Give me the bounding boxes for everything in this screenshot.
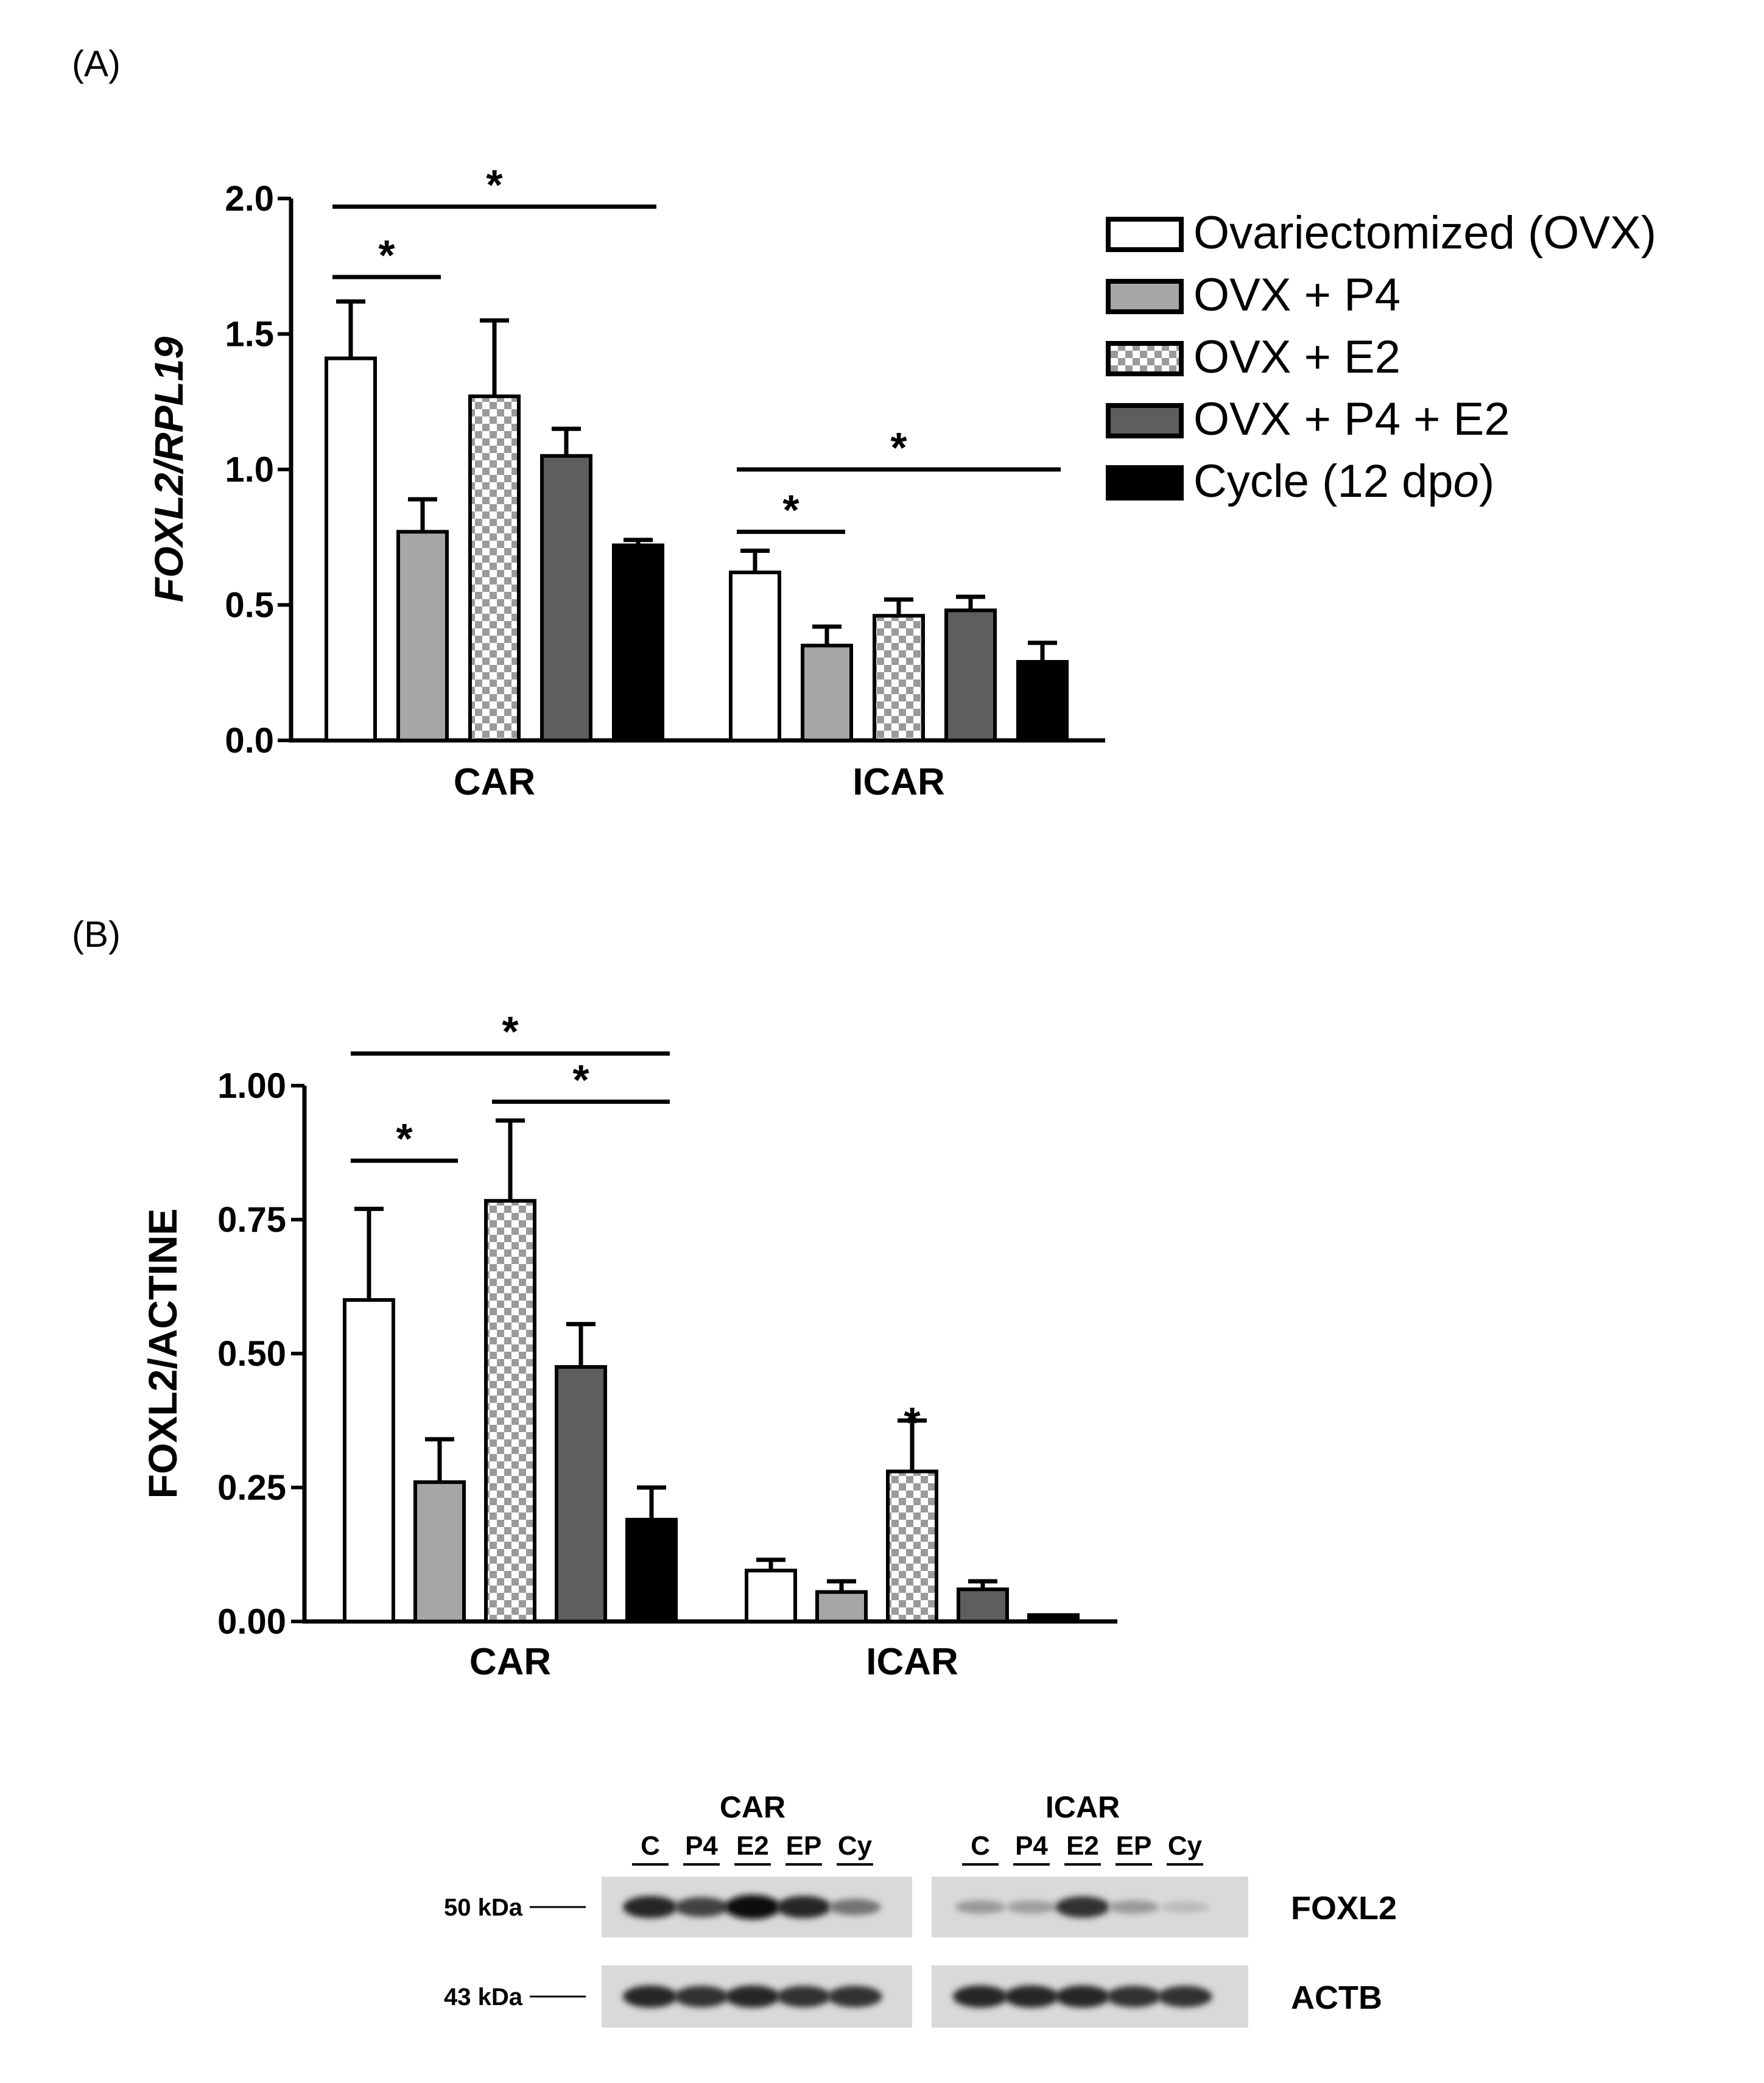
bar	[468, 394, 521, 742]
y-axis-label: FOXL2/ACTINE	[140, 1209, 185, 1499]
actb-band	[725, 1985, 781, 2008]
actb-band	[1055, 1985, 1111, 2008]
blot-lane-label: EP	[786, 1831, 822, 1861]
y-tick-label: 0.5	[225, 586, 274, 625]
blot-lane-label: P4	[685, 1831, 718, 1861]
bar	[396, 530, 449, 742]
foxl2-band	[725, 1895, 781, 1919]
blot-lane-label: C	[641, 1831, 660, 1861]
actb-band	[674, 1986, 729, 2007]
category-label: ICAR	[866, 1641, 958, 1683]
bar	[957, 1587, 1009, 1623]
actb-band	[828, 1986, 882, 2007]
foxl2-band	[1160, 1902, 1210, 1913]
y-tick-label: 0.00	[217, 1602, 286, 1642]
legend-label: OVX + P4	[1193, 269, 1400, 321]
bar	[625, 1517, 678, 1624]
bar	[484, 1199, 536, 1623]
marker-label: 50 kDa	[444, 1894, 523, 1921]
bar	[729, 571, 781, 742]
legend-label: Cycle (12 dpo)	[1193, 455, 1494, 507]
category-label: CAR	[469, 1641, 551, 1683]
significance-star: *	[378, 231, 395, 279]
marker-label: 43 kDa	[444, 1984, 523, 2011]
foxl2-band	[1006, 1900, 1057, 1914]
significance-star: *	[396, 1115, 413, 1162]
foxl2-band	[1108, 1900, 1159, 1914]
bar	[801, 644, 853, 742]
actb-band	[952, 1985, 1008, 2008]
y-tick-label: 0.50	[217, 1334, 286, 1374]
y-tick-label: 1.5	[225, 315, 274, 354]
blot-lane-label: E2	[736, 1831, 769, 1861]
actb-band	[776, 1986, 831, 2007]
blot-lane-label: EP	[1116, 1831, 1152, 1861]
y-tick-label: 0.0	[225, 721, 274, 760]
y-tick-label: 0.25	[217, 1468, 286, 1508]
western-blot: CAR C P4 E2 EP Cy ICAR C P4 E2 EP Cy 50 kDa FOXL2 43 k…	[444, 1790, 1397, 2028]
legend-swatch	[1106, 279, 1184, 314]
significance-star: *	[782, 486, 799, 533]
legend-label: OVX + E2	[1193, 331, 1400, 383]
bar	[815, 1590, 868, 1624]
significance-star: *	[486, 161, 503, 208]
y-tick-label: 1.00	[217, 1066, 286, 1106]
actb-band	[1158, 1986, 1212, 2007]
bar	[413, 1480, 466, 1623]
chart-b: 0.00 0.25 0.50 0.75 1.00 FOXL2/ACTINE CAR ICAR *…	[140, 1008, 1117, 1683]
bar	[886, 1469, 938, 1624]
category-label: ICAR	[852, 761, 945, 803]
legend-swatch	[1106, 465, 1184, 501]
bar	[1027, 1613, 1080, 1623]
legend-label: Ovariectomized (OVX)	[1193, 207, 1656, 259]
legend-label: OVX + P4 + E2	[1193, 393, 1510, 445]
legend-swatch	[1106, 217, 1184, 252]
bar	[555, 1365, 607, 1623]
bar	[745, 1568, 797, 1623]
significance-star: *	[572, 1056, 589, 1103]
bar	[873, 614, 925, 742]
y-tick-label: 1.0	[225, 450, 274, 490]
blot-lane-label: E2	[1066, 1831, 1099, 1861]
bar	[325, 356, 377, 742]
y-axis-label: FOXL2/RPL19	[146, 336, 191, 602]
blot-lane-label: C	[971, 1831, 990, 1861]
legend-swatch	[1106, 341, 1184, 376]
significance-star: *	[890, 424, 907, 471]
foxl2-band	[955, 1900, 1006, 1914]
protein-label: FOXL2	[1291, 1890, 1397, 1927]
blot-group-label: CAR	[720, 1790, 785, 1824]
foxl2-band	[622, 1895, 678, 1919]
blot-lane-label: Cy	[1168, 1831, 1203, 1861]
legend: Ovariectomized (OVX) OVX + P4 OVX + E2 OVX …	[1106, 207, 1656, 507]
blot-lane-label: Cy	[838, 1831, 873, 1861]
bar	[612, 543, 664, 742]
legend-swatch	[1106, 403, 1184, 438]
actb-band	[1106, 1986, 1161, 2007]
bar	[343, 1298, 395, 1623]
foxl2-band	[674, 1897, 729, 1917]
panel-a-label: (A)	[72, 43, 121, 84]
foxl2-band	[829, 1899, 881, 1916]
actb-band	[622, 1985, 678, 2008]
blot-group-label: ICAR	[1045, 1790, 1120, 1824]
bar	[1016, 659, 1069, 742]
bar	[540, 454, 592, 742]
significance-star: *	[904, 1399, 921, 1446]
category-label: CAR	[454, 761, 535, 803]
chart-a: 0.0 0.5 1.0 1.5 2.0 FOXL2/RPL19 CAR ICAR * * * *	[146, 161, 1105, 803]
panel-b-label: (B)	[72, 914, 121, 955]
foxl2-band	[1055, 1896, 1110, 1918]
blot-lane-label: P4	[1015, 1831, 1048, 1861]
bar	[944, 608, 997, 743]
actb-band	[1003, 1985, 1059, 2008]
significance-star: *	[502, 1008, 519, 1055]
y-tick-label: 2.0	[225, 179, 274, 219]
protein-label: ACTB	[1291, 1979, 1382, 2016]
y-tick-label: 0.75	[217, 1200, 286, 1240]
foxl2-band	[776, 1895, 832, 1919]
